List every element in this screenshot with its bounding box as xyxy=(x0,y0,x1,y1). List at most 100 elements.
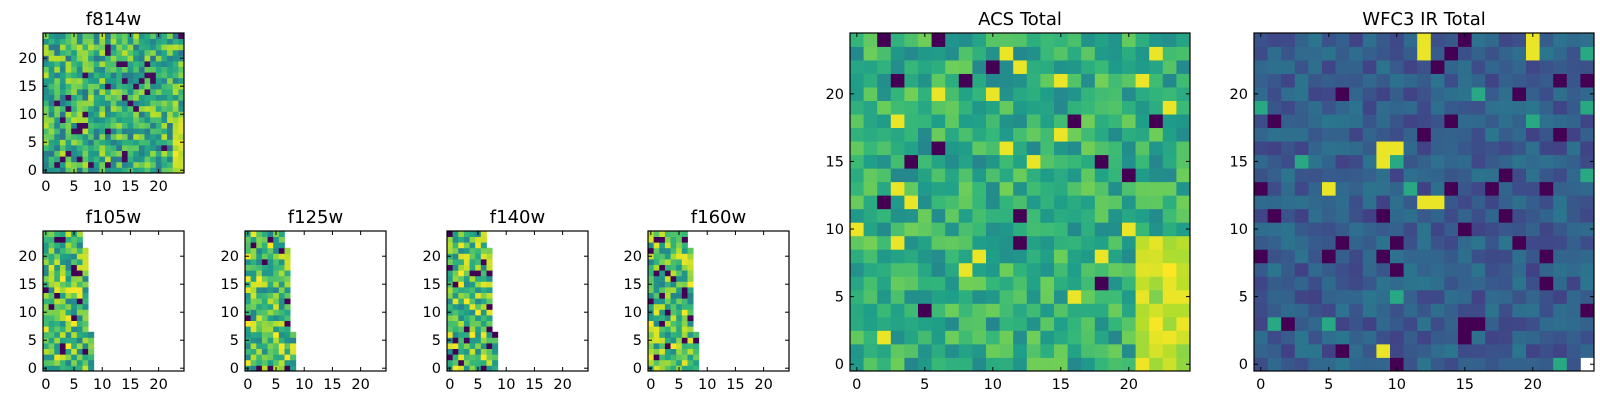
heatmap-cell xyxy=(1335,343,1350,358)
heatmap-cell xyxy=(82,117,89,123)
heatmap-cell xyxy=(945,208,960,223)
y-tick-label: 10 xyxy=(19,305,37,321)
heatmap-cell xyxy=(458,309,465,316)
heatmap-cell xyxy=(121,94,128,101)
heatmap-cell xyxy=(71,259,78,265)
heatmap-cell xyxy=(1108,208,1123,223)
heatmap-cell xyxy=(480,287,487,293)
heatmap-cell xyxy=(144,72,151,79)
heatmap-cell xyxy=(82,275,89,282)
heatmap-cell xyxy=(972,235,987,250)
heatmap-cell xyxy=(1403,222,1418,237)
heatmap-cell xyxy=(1485,222,1500,237)
heatmap-cell xyxy=(88,122,95,129)
heatmap-cell xyxy=(1026,60,1041,74)
heatmap-cell xyxy=(1176,87,1191,101)
heatmap-cell xyxy=(863,127,878,142)
heatmap-cell xyxy=(121,128,128,135)
heatmap-cell xyxy=(150,111,157,118)
heatmap-cell xyxy=(648,259,655,265)
heatmap-cell xyxy=(1094,276,1109,291)
heatmap-cell xyxy=(659,359,666,366)
heatmap-cell xyxy=(918,87,932,101)
heatmap-cell xyxy=(172,111,179,118)
heatmap-cell xyxy=(290,337,297,344)
heatmap-cell xyxy=(670,259,677,265)
heatmap-cell xyxy=(167,100,174,107)
heatmap-cell xyxy=(1390,303,1404,318)
heatmap-cell xyxy=(1362,195,1377,210)
heatmap-cell xyxy=(1566,154,1581,169)
heatmap-cell xyxy=(172,161,179,168)
heatmap-cell xyxy=(121,66,128,73)
heatmap-cell xyxy=(1471,87,1486,101)
heatmap-cell xyxy=(82,298,89,305)
heatmap-cell xyxy=(1135,33,1150,47)
heatmap-cell xyxy=(447,287,454,293)
heatmap-cell xyxy=(1403,235,1418,250)
heatmap-cell xyxy=(1322,262,1336,277)
heatmap-cell xyxy=(82,61,89,67)
heatmap-cell xyxy=(687,320,694,327)
heatmap-cell xyxy=(82,354,89,361)
heatmap-cell xyxy=(1267,330,1282,345)
heatmap-cell xyxy=(1013,46,1028,61)
heatmap-cell xyxy=(82,33,89,39)
heatmap-cell xyxy=(1512,60,1527,74)
heatmap-cell xyxy=(82,331,89,338)
heatmap-cell xyxy=(469,303,476,310)
heatmap-cell xyxy=(82,145,89,151)
heatmap-cell xyxy=(452,354,459,361)
heatmap-cell xyxy=(687,298,694,305)
heatmap-cell xyxy=(127,89,134,95)
heatmap-cell xyxy=(1122,195,1136,210)
heatmap-cell xyxy=(945,114,960,129)
heatmap-cell xyxy=(1471,235,1486,250)
heatmap-cell xyxy=(681,253,688,260)
heatmap-cell xyxy=(99,117,106,123)
heatmap-cell xyxy=(1254,195,1268,210)
heatmap-cell xyxy=(250,354,257,361)
heatmap-cell xyxy=(1539,33,1554,47)
heatmap-cell xyxy=(133,55,140,62)
heatmap-cell xyxy=(172,156,179,163)
heatmap-cell xyxy=(863,222,878,237)
heatmap-cell xyxy=(1458,343,1472,358)
heatmap-cell xyxy=(480,253,487,260)
heatmap-cell xyxy=(1430,181,1445,196)
heatmap-cell xyxy=(986,303,1000,318)
heatmap-cell xyxy=(59,320,66,327)
heatmap-cell xyxy=(999,357,1014,372)
heatmap-cell xyxy=(1026,262,1041,277)
heatmap-cell xyxy=(469,309,476,316)
y-tick-label: 10 xyxy=(826,222,844,238)
heatmap-cell xyxy=(659,281,666,288)
heatmap-cell xyxy=(1122,73,1136,88)
heatmap-cell xyxy=(1294,114,1309,129)
heatmap-cell xyxy=(1026,343,1041,358)
heatmap-cell xyxy=(1067,276,1082,291)
heatmap-cell xyxy=(1539,343,1554,358)
heatmap-cell xyxy=(116,117,123,123)
heatmap-cell xyxy=(121,122,128,129)
heatmap-cell xyxy=(261,343,268,349)
heatmap-cell xyxy=(945,168,960,183)
heatmap-cell xyxy=(469,253,476,260)
heatmap-cell xyxy=(273,315,280,321)
heatmap-cell xyxy=(463,337,470,344)
heatmap-cell xyxy=(687,359,694,366)
heatmap-cell xyxy=(105,38,112,45)
heatmap-cell xyxy=(1281,114,1296,129)
heatmap-cell xyxy=(918,222,932,237)
heatmap-cell xyxy=(659,315,666,321)
heatmap-cell xyxy=(82,343,89,349)
heatmap-cell xyxy=(278,253,285,260)
heatmap-cell xyxy=(958,87,973,101)
heatmap-cell xyxy=(986,141,1000,156)
heatmap-cell xyxy=(144,145,151,151)
heatmap-cell xyxy=(1108,222,1123,237)
heatmap-cell xyxy=(167,66,174,73)
heatmap-cell xyxy=(1135,195,1150,210)
